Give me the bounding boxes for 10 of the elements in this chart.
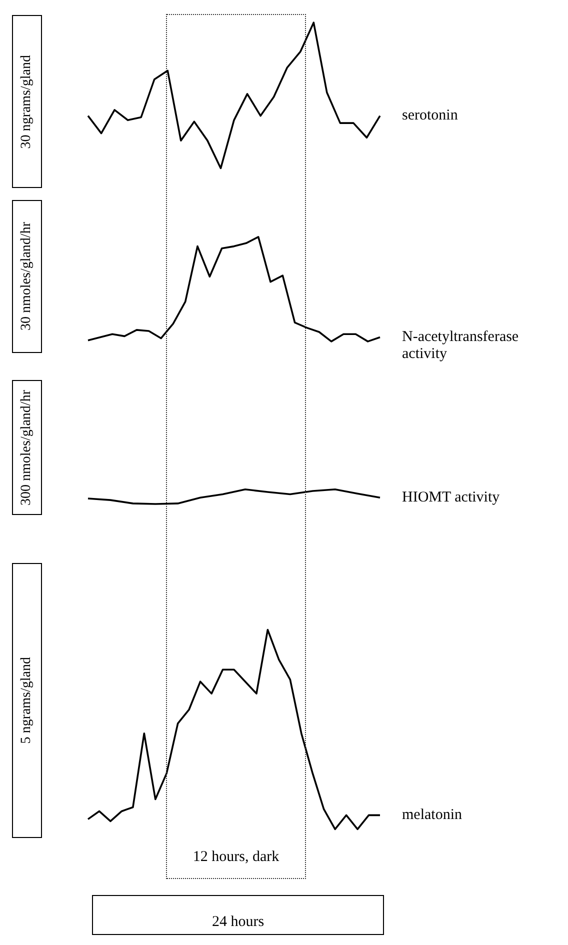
- series-label: N-acetyltransferase activity: [402, 329, 519, 362]
- text: 24 hours: [210, 914, 266, 931]
- y-axis-title: 30 nmoles/gland/hr: [19, 222, 34, 331]
- y-axis-title: 300 nmoles/gland/hr: [19, 390, 34, 506]
- text: 12 hours, dark: [192, 849, 280, 866]
- series-label: serotonin: [402, 108, 458, 124]
- y-axis-title: 5 ngrams/gland: [19, 657, 34, 744]
- series-label: HIOMT activity: [402, 490, 500, 506]
- y-axis-title: 30 ngrams/gland: [19, 54, 34, 148]
- series-label: melatonin: [402, 807, 462, 824]
